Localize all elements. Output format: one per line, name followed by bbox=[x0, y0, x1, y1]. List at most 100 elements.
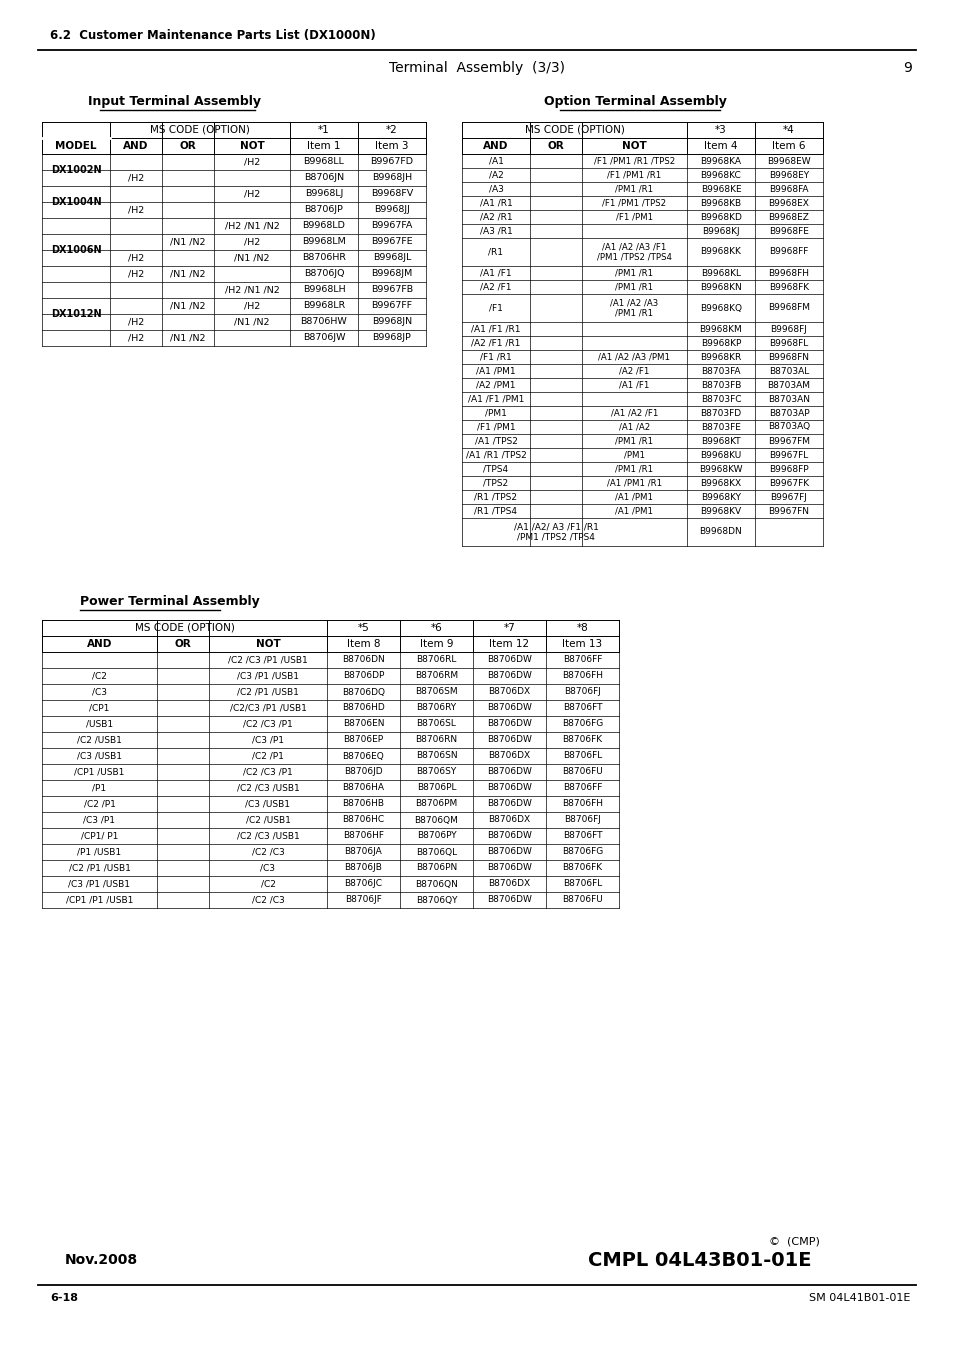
Text: B9968KU: B9968KU bbox=[700, 451, 740, 459]
Text: B8706EN: B8706EN bbox=[342, 720, 384, 729]
Text: B9968FL: B9968FL bbox=[768, 339, 808, 347]
Text: B8706PM: B8706PM bbox=[415, 799, 457, 809]
Text: B9967FN: B9967FN bbox=[768, 506, 809, 516]
Text: /A2 /PM1: /A2 /PM1 bbox=[476, 381, 516, 390]
Text: /C2 /C3: /C2 /C3 bbox=[252, 895, 284, 905]
Text: /A1 /A2 /A3 /F1
/PM1 /TPS2 /TPS4: /A1 /A2 /A3 /F1 /PM1 /TPS2 /TPS4 bbox=[597, 242, 671, 262]
Text: /CP1 /USB1: /CP1 /USB1 bbox=[74, 768, 125, 776]
Text: B9967FL: B9967FL bbox=[768, 451, 808, 459]
Text: B8706JF: B8706JF bbox=[345, 895, 381, 905]
Text: B8706DX: B8706DX bbox=[488, 687, 530, 697]
Text: B8706FH: B8706FH bbox=[561, 799, 602, 809]
Text: B9968JH: B9968JH bbox=[372, 174, 412, 182]
Text: /A1 /F1: /A1 /F1 bbox=[479, 269, 511, 278]
Text: B9968FF: B9968FF bbox=[768, 247, 808, 256]
Text: /R1: /R1 bbox=[488, 247, 503, 256]
Text: B8706FJ: B8706FJ bbox=[563, 687, 600, 697]
Text: B9968KP: B9968KP bbox=[700, 339, 740, 347]
Text: /H2: /H2 bbox=[128, 317, 144, 327]
Text: B8706JN: B8706JN bbox=[304, 174, 344, 182]
Text: MODEL: MODEL bbox=[55, 140, 96, 151]
Text: Item 9: Item 9 bbox=[419, 639, 453, 649]
Text: B8706FL: B8706FL bbox=[562, 879, 601, 888]
Text: B9968EW: B9968EW bbox=[766, 157, 810, 166]
Text: Item 8: Item 8 bbox=[346, 639, 380, 649]
Text: B9968FM: B9968FM bbox=[767, 304, 809, 312]
Text: B8706FT: B8706FT bbox=[562, 832, 601, 841]
Text: /A2 /F1 /R1: /A2 /F1 /R1 bbox=[471, 339, 520, 347]
Text: B8706FU: B8706FU bbox=[561, 768, 602, 776]
Text: /A1 /R1: /A1 /R1 bbox=[479, 198, 512, 208]
Text: /A1 /PM1 /R1: /A1 /PM1 /R1 bbox=[606, 478, 661, 487]
Text: B8706DX: B8706DX bbox=[488, 815, 530, 825]
Text: /C3 /P1: /C3 /P1 bbox=[252, 736, 284, 744]
Text: /CP1/ P1: /CP1/ P1 bbox=[81, 832, 118, 841]
Text: /N1 /N2: /N1 /N2 bbox=[234, 254, 270, 262]
Text: /A1 /R1 /TPS2: /A1 /R1 /TPS2 bbox=[465, 451, 526, 459]
Text: /F1 /PM1 /R1 /TPS2: /F1 /PM1 /R1 /TPS2 bbox=[594, 157, 675, 166]
Text: DX1012N: DX1012N bbox=[51, 309, 101, 319]
Text: /PM1 /R1: /PM1 /R1 bbox=[615, 282, 653, 292]
Text: B9968EY: B9968EY bbox=[768, 170, 808, 180]
Text: B9967FD: B9967FD bbox=[370, 158, 413, 166]
Text: /A3 /R1: /A3 /R1 bbox=[479, 227, 512, 235]
Text: B8706QY: B8706QY bbox=[416, 895, 456, 905]
Text: /PM1 /R1: /PM1 /R1 bbox=[615, 185, 653, 193]
Text: B8703FE: B8703FE bbox=[700, 423, 740, 432]
Text: B8706FF: B8706FF bbox=[562, 783, 601, 792]
Text: B8706RM: B8706RM bbox=[415, 671, 457, 680]
Text: B8706FU: B8706FU bbox=[561, 895, 602, 905]
Text: B8706HA: B8706HA bbox=[342, 783, 384, 792]
Text: *5: *5 bbox=[357, 622, 369, 633]
Text: B8706DW: B8706DW bbox=[487, 656, 532, 664]
Text: B9968JJ: B9968JJ bbox=[374, 205, 410, 215]
Text: B8706PN: B8706PN bbox=[416, 864, 456, 872]
Text: /C3 /P1 /USB1: /C3 /P1 /USB1 bbox=[69, 879, 131, 888]
Text: /A2 /F1: /A2 /F1 bbox=[479, 282, 511, 292]
Text: B8706FJ: B8706FJ bbox=[563, 815, 600, 825]
Text: /C2/C3 /P1 /USB1: /C2/C3 /P1 /USB1 bbox=[230, 703, 306, 713]
Text: B9968EZ: B9968EZ bbox=[768, 212, 808, 221]
Text: B8706HC: B8706HC bbox=[342, 815, 384, 825]
Text: B9968JL: B9968JL bbox=[373, 254, 411, 262]
Text: B9968KK: B9968KK bbox=[700, 247, 740, 256]
Text: /PM1 /R1: /PM1 /R1 bbox=[615, 269, 653, 278]
Text: /C2 /P1: /C2 /P1 bbox=[252, 752, 284, 760]
Text: B8703AL: B8703AL bbox=[768, 366, 808, 375]
Text: Option Terminal Assembly: Option Terminal Assembly bbox=[543, 96, 725, 108]
Text: B8703FC: B8703FC bbox=[700, 394, 740, 404]
Text: B9968KA: B9968KA bbox=[700, 157, 740, 166]
Text: Terminal  Assembly  (3/3): Terminal Assembly (3/3) bbox=[389, 61, 564, 76]
Text: B8703AQ: B8703AQ bbox=[767, 423, 809, 432]
Text: B9968KX: B9968KX bbox=[700, 478, 740, 487]
Text: B9968KL: B9968KL bbox=[700, 269, 740, 278]
Text: B9967FF: B9967FF bbox=[371, 301, 412, 310]
Text: B8703FA: B8703FA bbox=[700, 366, 740, 375]
Text: /F1 /PM1 /TPS2: /F1 /PM1 /TPS2 bbox=[601, 198, 666, 208]
Text: Input Terminal Assembly: Input Terminal Assembly bbox=[89, 96, 261, 108]
Text: B9968FE: B9968FE bbox=[768, 227, 808, 235]
Text: B8703FB: B8703FB bbox=[700, 381, 740, 390]
Text: /F1 /PM1 /R1: /F1 /PM1 /R1 bbox=[607, 170, 661, 180]
Text: Item 1: Item 1 bbox=[307, 140, 340, 151]
Text: B9968LD: B9968LD bbox=[302, 221, 345, 231]
Text: /R1 /TPS4: /R1 /TPS4 bbox=[474, 506, 517, 516]
Text: Item 3: Item 3 bbox=[375, 140, 408, 151]
Text: B8703AP: B8703AP bbox=[768, 409, 808, 417]
Text: B8706SM: B8706SM bbox=[415, 687, 457, 697]
Text: B9968KV: B9968KV bbox=[700, 506, 740, 516]
Text: B8706DW: B8706DW bbox=[487, 768, 532, 776]
Text: ©  (CMP): © (CMP) bbox=[768, 1237, 820, 1247]
Text: /C2 /P1 /USB1: /C2 /P1 /USB1 bbox=[69, 864, 131, 872]
Text: B8706DW: B8706DW bbox=[487, 832, 532, 841]
Text: B8706JB: B8706JB bbox=[344, 864, 382, 872]
Text: B8706EP: B8706EP bbox=[343, 736, 383, 744]
Text: B9968FV: B9968FV bbox=[371, 189, 413, 198]
Text: Item 6: Item 6 bbox=[771, 140, 805, 151]
Text: B8706RN: B8706RN bbox=[415, 736, 457, 744]
Text: /C2 /C3 /P1 /USB1: /C2 /C3 /P1 /USB1 bbox=[228, 656, 308, 664]
Text: /A1 /A2 /F1: /A1 /A2 /F1 bbox=[610, 409, 658, 417]
Text: /C2 /C3: /C2 /C3 bbox=[252, 848, 284, 856]
Text: /H2: /H2 bbox=[244, 301, 260, 310]
Text: B8706DW: B8706DW bbox=[487, 799, 532, 809]
